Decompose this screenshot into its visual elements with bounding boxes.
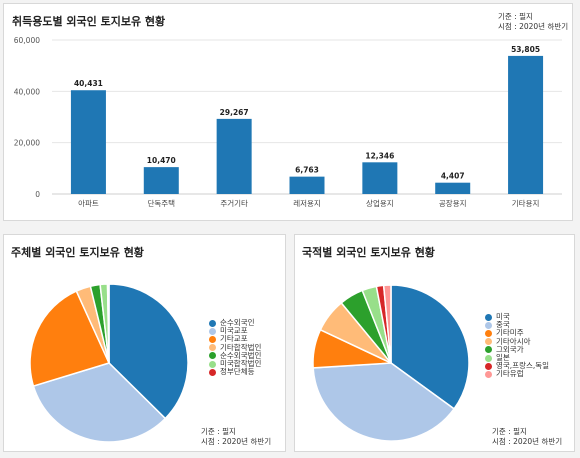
entity-pie-panel: 주체별 외국인 토지보유 현황 순수외국인 미국교포 기타교포 기타합작법인 순수외국법… (3, 234, 286, 452)
legend-item[interactable]: 중국 (485, 320, 549, 330)
legend-label: 일본 (496, 352, 510, 362)
bar-chart: 0 20,000 40,000 60,000 40,431 아파트 10,470 단독주택 29… (14, 36, 562, 208)
nationality-pie-period: 시점 : 2020년 하반기 (492, 437, 563, 446)
legend-color-dot (209, 319, 216, 327)
legend-label: 기타합작법인 (220, 342, 262, 352)
legend-label: 그외국가 (496, 344, 524, 354)
legend-item[interactable]: 영국,프랑스,독일 (485, 361, 550, 371)
pie-slice[interactable] (108, 283, 189, 420)
bar[interactable] (216, 118, 252, 194)
legend-item[interactable]: 순수외국법인 (209, 350, 262, 360)
pie-slice[interactable] (312, 362, 456, 442)
bar-value-label: 6,763 (295, 166, 319, 175)
nationality-pie-chart (312, 284, 470, 442)
nationality-pie-panel: 국적별 외국인 토지보유 현황 미국 중국 기타미주 기타아시아 그외국가 일본 영국,프랑… (294, 234, 575, 452)
legend-item[interactable]: 일본 (485, 352, 549, 362)
legend-label: 기타미주 (496, 328, 524, 338)
legend-color-dot (485, 321, 492, 329)
pie-slice[interactable] (29, 290, 111, 387)
bar[interactable] (435, 182, 471, 194)
legend-color-dot (485, 338, 492, 346)
legend-label: 미국교포 (220, 326, 248, 336)
bar-value-label: 40,431 (74, 79, 103, 88)
bar[interactable] (508, 55, 544, 195)
legend-item[interactable]: 기타교포 (209, 335, 261, 343)
entity-pie-legend: 순수외국인 미국교포 기타교포 기타합작법인 순수외국법인 미국합작법인 정부단체등 (209, 318, 262, 377)
bar-chart-period: 시점 : 2020년 하반기 (498, 22, 569, 31)
x-tick-label: 기타용지 (512, 199, 540, 208)
legend-item[interactable]: 기타아시아 (485, 336, 549, 346)
bar-value-label: 10,470 (147, 156, 176, 165)
pie-slice[interactable] (32, 362, 167, 443)
bar-value-label: 4,407 (441, 172, 465, 181)
legend-color-dot (209, 360, 216, 368)
legend-item[interactable]: 미국교포 (209, 326, 261, 336)
y-tick-label: 60,000 (14, 36, 40, 45)
x-tick-label: 레저용지 (293, 199, 321, 208)
legend-color-dot (485, 313, 492, 321)
legend-item[interactable]: 정부단체등 (209, 367, 261, 377)
bar[interactable] (362, 162, 398, 194)
y-tick-label: 20,000 (14, 139, 40, 148)
legend-label: 기타아시아 (496, 336, 531, 346)
pie-slice[interactable] (382, 284, 392, 364)
legend-item[interactable]: 그외국가 (485, 344, 549, 354)
bar-chart-basis: 기준 : 필지 (498, 12, 533, 21)
bar[interactable] (70, 90, 106, 194)
legend-label: 기타유럽 (496, 369, 524, 379)
entity-pie-title: 주체별 외국인 토지보유 현황 (11, 246, 144, 259)
legend-item[interactable]: 기타유럽 (485, 370, 549, 378)
legend-color-dot (209, 368, 216, 376)
entity-pie-basis: 기준 : 필지 (201, 427, 236, 436)
y-tick-label: 0 (35, 190, 40, 199)
pie-slice[interactable] (106, 283, 110, 364)
bar[interactable] (289, 176, 325, 194)
nationality-pie-legend: 미국 중국 기타미주 기타아시아 그외국가 일본 영국,프랑스,독일 기타유럽 (485, 312, 550, 379)
x-tick-label: 공장용지 (439, 198, 467, 208)
legend-label: 기타교포 (220, 334, 248, 344)
legend-label: 영국,프랑스,독일 (496, 361, 550, 371)
bar-value-label: 29,267 (220, 108, 249, 117)
legend-color-dot (485, 370, 492, 378)
legend-item[interactable]: 미국합작법인 (209, 358, 262, 368)
bar-value-label: 12,346 (365, 151, 394, 160)
legend-label: 미국 (496, 312, 510, 321)
bar-value-label: 53,805 (511, 45, 540, 54)
legend-label: 중국 (496, 320, 510, 330)
legend-label: 미국합작법인 (220, 358, 262, 368)
pie-slice[interactable] (390, 284, 470, 410)
bar[interactable] (143, 167, 179, 194)
bar-chart-title: 취득용도별 외국인 토지보유 현황 (12, 15, 166, 28)
x-tick-label: 단독주택 (147, 198, 175, 208)
bar-chart-panel: 취득용도별 외국인 토지보유 현황 기준 : 필지 시점 : 2020년 하반기… (3, 3, 573, 221)
legend-item[interactable]: 기타합작법인 (209, 342, 262, 352)
x-tick-label: 상업용지 (366, 198, 394, 208)
legend-item[interactable]: 기타미주 (485, 329, 549, 337)
entity-pie-period: 시점 : 2020년 하반기 (201, 437, 272, 446)
legend-item[interactable]: 미국 (485, 312, 549, 321)
nationality-pie-title: 국적별 외국인 토지보유 현황 (302, 246, 435, 259)
legend-color-dot (485, 362, 492, 370)
legend-color-dot (209, 344, 216, 352)
legend-label: 정부단체등 (220, 367, 255, 377)
legend-color-dot (485, 354, 492, 362)
entity-pie-chart (29, 283, 189, 443)
x-tick-label: 주거기타 (220, 199, 248, 208)
legend-color-dot (209, 335, 216, 343)
x-tick-label: 아파트 (78, 198, 99, 208)
legend-color-dot (209, 327, 216, 335)
nationality-pie-basis: 기준 : 필지 (492, 427, 527, 436)
legend-label: 순수외국법인 (220, 350, 262, 360)
legend-item[interactable]: 순수외국인 (209, 318, 261, 327)
y-tick-label: 40,000 (14, 87, 40, 96)
legend-color-dot (485, 329, 492, 337)
legend-color-dot (485, 346, 492, 354)
legend-label: 순수외국인 (220, 318, 255, 327)
legend-color-dot (209, 352, 216, 360)
